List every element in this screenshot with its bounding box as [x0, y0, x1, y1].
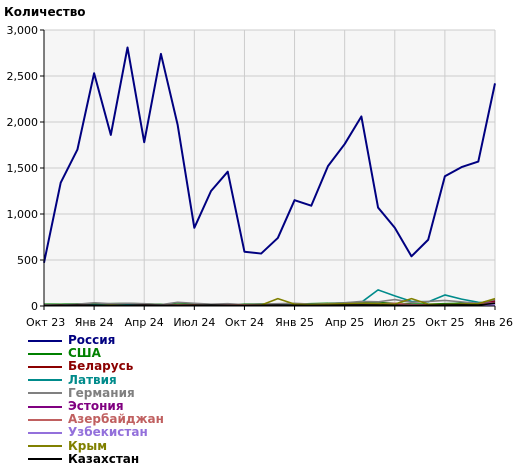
y-axis-ticks: 0 500 1,000 1,500 2,000 2,500 3,000 — [7, 24, 44, 313]
y-tick-label: 3,000 — [7, 24, 39, 37]
legend-label: Казахстан — [68, 451, 140, 466]
legend-label: Германия — [68, 385, 135, 400]
x-axis-ticks: Окт 23 Янв 24 Апр 24 Июл 24 Окт 24 Янв 25 Апр … — [26, 306, 513, 329]
legend-item: Латвия — [28, 372, 164, 387]
y-axis-label: Количество — [4, 5, 86, 19]
legend-item: Крым — [28, 438, 164, 453]
legend-swatch — [28, 458, 62, 461]
legend-item: Казахстан — [28, 451, 164, 466]
legend-swatch — [28, 352, 62, 355]
legend-item: Азербайджан — [28, 413, 164, 426]
legend-swatch — [28, 431, 62, 434]
y-tick-label: 500 — [17, 254, 38, 267]
legend-swatch — [28, 392, 62, 395]
legend-swatch — [28, 379, 62, 382]
x-tick-label: Окт 23 — [26, 316, 65, 329]
series-line — [43, 46, 496, 263]
legend-item: Узбекистан — [28, 426, 164, 439]
legend-label: Крым — [68, 438, 108, 453]
legend-item: Германия — [28, 385, 164, 400]
y-tick-label: 2,500 — [7, 70, 39, 83]
legend-swatch — [28, 339, 62, 342]
legend-swatch — [28, 405, 62, 408]
legend-swatch — [28, 445, 62, 448]
x-tick-label: Июл 24 — [173, 316, 215, 329]
y-tick-label: 2,000 — [7, 116, 39, 129]
y-tick-label: 1,500 — [7, 162, 39, 175]
legend-label: США — [68, 346, 101, 361]
series-lines — [43, 46, 496, 307]
y-tick-label: 1,000 — [7, 208, 39, 221]
x-tick-label: Окт 25 — [425, 316, 464, 329]
legend-item: Эстония — [28, 400, 164, 413]
x-tick-label: Янв 24 — [75, 316, 114, 329]
legend-item: США — [28, 347, 164, 360]
legend-swatch — [28, 418, 62, 421]
legend-label: Эстония — [68, 399, 124, 414]
legend-label: Россия — [68, 333, 116, 348]
x-tick-label: Апр 25 — [325, 316, 364, 329]
legend-label: Латвия — [68, 372, 117, 387]
x-tick-label: Янв 26 — [474, 316, 513, 329]
legend: Россия США Беларусь Латвия Германия Эстония Аз… — [28, 334, 164, 466]
line-chart: Количество 0 500 1,000 1,500 2,000 2,500 3,000… — [4, 5, 513, 329]
legend-label: Узбекистан — [68, 425, 148, 440]
x-tick-label: Янв 25 — [275, 316, 314, 329]
legend-label: Беларусь — [68, 359, 134, 374]
legend-label: Азербайджан — [68, 412, 164, 427]
legend-swatch — [28, 365, 62, 368]
y-tick-label: 0 — [31, 300, 38, 313]
x-tick-label: Июл 25 — [374, 316, 416, 329]
x-tick-label: Окт 24 — [225, 316, 264, 329]
legend-item: Беларусь — [28, 360, 164, 373]
x-tick-label: Апр 24 — [125, 316, 164, 329]
series-line — [43, 302, 496, 307]
legend-item: Россия — [28, 334, 164, 347]
